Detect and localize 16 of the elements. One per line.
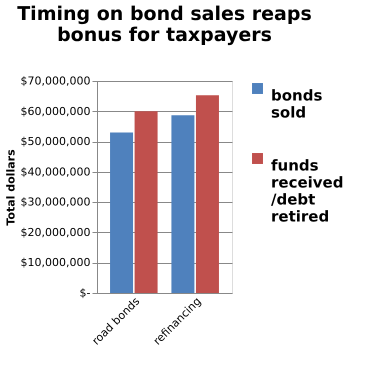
bar — [110, 132, 134, 293]
y-tick-label: $40,000,000 — [20, 165, 90, 178]
y-tick-label: $70,000,000 — [20, 74, 90, 88]
y-tick-label: $20,000,000 — [20, 226, 90, 239]
y-tick-label: $50,000,000 — [20, 135, 90, 148]
legend-label: funds received /debt retired — [271, 156, 344, 226]
y-axis-title: Total dollars — [4, 148, 18, 226]
bar — [134, 111, 158, 293]
bar — [196, 95, 219, 293]
y-tick-label: $30,000,000 — [20, 196, 90, 209]
y-tick-label: $10,000,000 — [20, 256, 90, 270]
y-tick-label: $60,000,000 — [20, 104, 90, 118]
chart-title: Timing on bond sales reaps bonus for taxpayers — [17, 3, 312, 46]
bar — [171, 115, 194, 293]
y-tick-label: $- — [80, 286, 91, 300]
legend-label: bonds sold — [271, 86, 322, 122]
